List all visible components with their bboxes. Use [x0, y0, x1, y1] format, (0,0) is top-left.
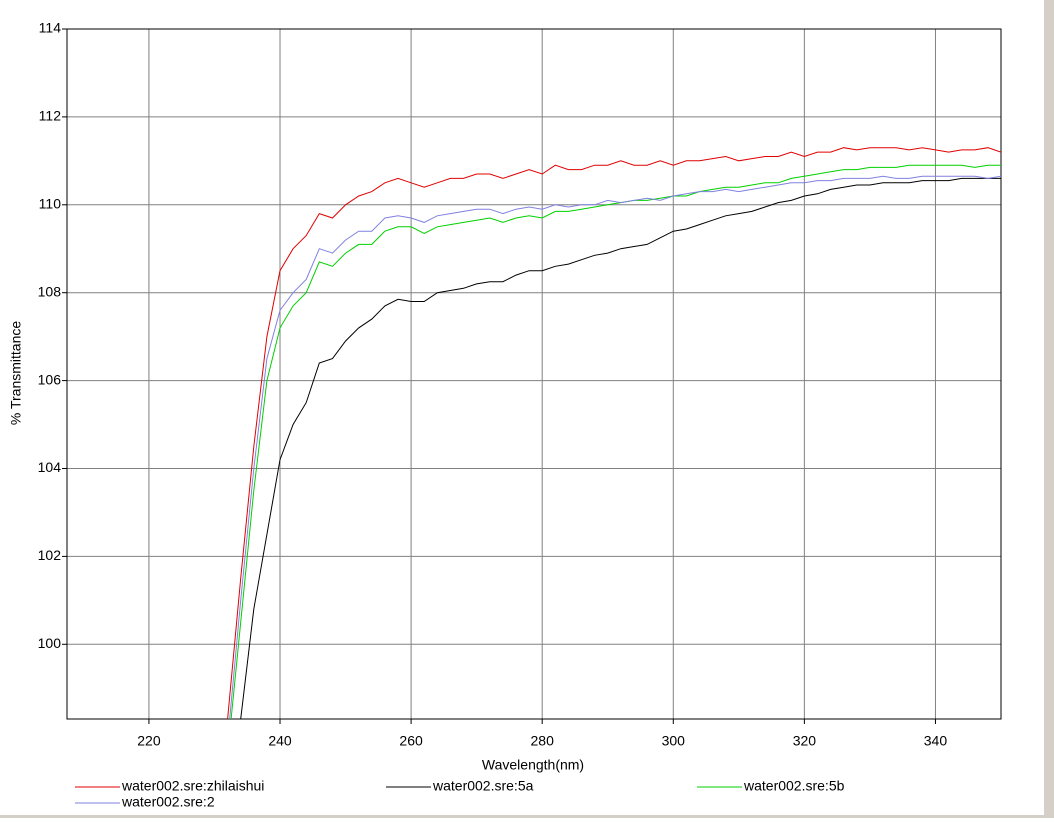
legend-label: water002.sre:5b	[743, 778, 845, 794]
x-tick-label: 280	[531, 733, 555, 749]
x-tick-label: 340	[924, 733, 948, 749]
x-axis-label: Wavelength(nm)	[482, 757, 584, 773]
series-line	[229, 175, 1001, 719]
series-line	[240, 177, 1001, 719]
series-line	[230, 164, 1001, 719]
legend-label: water002.sre:zhilaishui	[121, 778, 264, 794]
y-tick-label: 110	[39, 195, 62, 211]
y-axis-label: % Transmittance	[8, 321, 24, 425]
x-tick-label: 240	[268, 733, 292, 749]
y-tick-label: 112	[39, 108, 62, 124]
x-tick-label: 300	[662, 733, 686, 749]
x-tick-label: 260	[399, 733, 423, 749]
series-group	[227, 147, 1001, 719]
y-tick-label: 100	[38, 635, 62, 651]
legend-label: water002.sre:2	[121, 794, 215, 810]
y-tick-label: 104	[38, 459, 62, 475]
x-tick-label: 320	[793, 733, 817, 749]
y-tick-label: 102	[38, 547, 62, 563]
window-edge-bottom	[0, 815, 1054, 818]
y-tick-label: 114	[39, 20, 62, 36]
plot-border	[66, 28, 1002, 720]
x-tick-label: 220	[137, 733, 161, 749]
y-tick-label: 106	[38, 371, 62, 387]
y-tick-label: 108	[38, 283, 62, 299]
legend-label: water002.sre:5a	[432, 778, 534, 794]
window-edge	[1044, 0, 1054, 818]
series-line	[227, 147, 1001, 719]
plot-area	[67, 29, 1001, 719]
